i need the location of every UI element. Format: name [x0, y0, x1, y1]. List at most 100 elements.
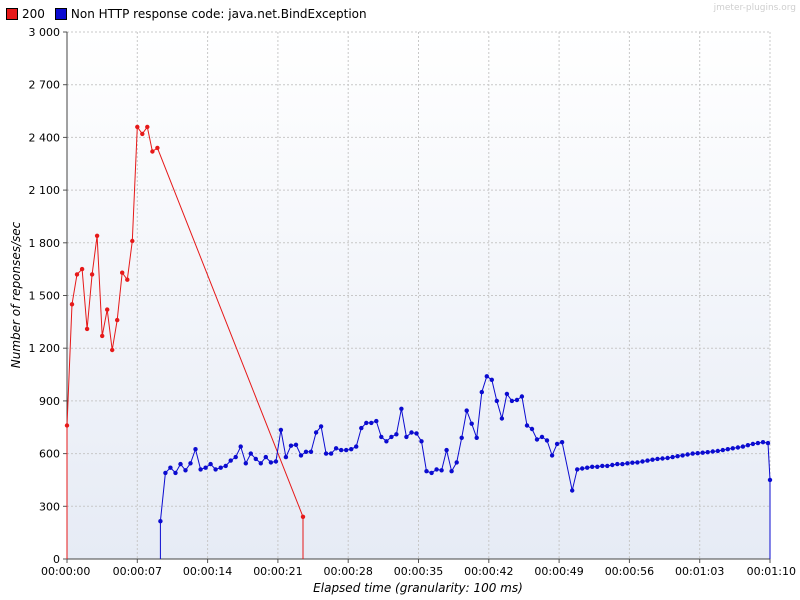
series-200-point: [300, 514, 306, 519]
series-bind-exception-point: [273, 459, 279, 464]
x-tick-labels: 00:00:00 00:00:07 00:00:14 00:00:21 00:00:28…: [41, 565, 796, 578]
x-tick-label: 00:00:42: [464, 565, 513, 578]
x-tick-label: 00:00:28: [323, 565, 372, 578]
series-bind-exception-point: [213, 467, 218, 472]
series-bind-exception-point: [514, 397, 520, 403]
legend-entry-200[interactable]: 200: [6, 7, 45, 21]
series-bind-exception-point: [178, 461, 183, 467]
series-bind-exception-point: [494, 398, 499, 404]
series-bind-exception-point: [333, 446, 339, 451]
x-tick-label: 00:00:49: [534, 565, 583, 578]
series-bind-exception-point: [580, 466, 585, 471]
series-bind-exception-point: [680, 453, 685, 458]
y-tick-label: 300: [39, 500, 60, 513]
series-bind-exception-point: [675, 454, 680, 459]
series-bind-exception-point: [278, 427, 284, 433]
series-bind-exception-point: [233, 454, 238, 460]
series-bind-exception-point: [710, 449, 715, 454]
series-bind-exception-point: [665, 455, 670, 461]
series-bind-exception-point: [449, 469, 454, 474]
series-bind-exception-point: [193, 447, 198, 452]
series-bind-exception-point: [715, 448, 720, 454]
x-axis-title: Elapsed time (granularity: 100 ms): [313, 581, 523, 595]
series-200-point: [74, 272, 80, 277]
series-200-point: [105, 307, 110, 312]
series-bind-exception-point: [168, 465, 173, 470]
series-bind-exception-point: [183, 468, 188, 473]
y-tick-label: 2 100: [29, 184, 61, 197]
series-bind-exception-point: [539, 434, 545, 440]
legend-entry-bind-exception[interactable]: Non HTTP response code: java.net.BindExc…: [54, 7, 367, 21]
series-bind-exception-point: [298, 453, 304, 458]
series-bind-exception-point: [203, 465, 208, 470]
series-200-point: [100, 333, 105, 339]
series-bind-exception-point: [745, 443, 751, 448]
series-bind-exception-point: [303, 449, 309, 454]
series-bind-exception-point: [755, 440, 761, 446]
series-bind-exception-point: [640, 459, 645, 464]
series-bind-exception-point: [750, 441, 756, 447]
y-tick-label: 2 400: [29, 131, 61, 144]
series-bind-exception-point: [484, 374, 489, 379]
series-bind-exception-point: [313, 430, 319, 435]
series-bind-exception-point: [615, 461, 620, 467]
y-tick-label: 2 700: [29, 79, 61, 92]
series-bind-exception-point: [439, 468, 444, 473]
series-bind-exception-point: [544, 438, 550, 443]
series-bind-exception-point: [374, 418, 379, 424]
series-bind-exception-point: [158, 519, 163, 524]
x-tick-label: 00:01:03: [675, 565, 724, 578]
series-bind-exception-point: [173, 470, 178, 476]
series-bind-exception-point: [369, 420, 374, 426]
series-bind-exception-point: [534, 437, 540, 442]
series-bind-exception-point: [223, 463, 228, 469]
series-bind-exception-point: [760, 440, 766, 445]
series-bind-exception-point: [725, 447, 730, 452]
y-axis-title: Number of reponses/sec: [9, 221, 23, 368]
series-bind-exception-point: [600, 463, 605, 469]
y-tick-labels: 0 300 600 900 1 200 1 500 1 800 2 100 2 400 2 700…: [29, 26, 61, 566]
series-200-point: [64, 423, 70, 428]
legend-label-200: 200: [22, 7, 45, 21]
series-bind-exception-point: [575, 467, 580, 472]
series-bind-exception-point: [328, 451, 334, 456]
series-bind-exception-point: [499, 416, 505, 421]
series-bind-exception-point: [208, 461, 213, 467]
series-bind-exception-point: [339, 447, 344, 453]
series-bind-exception-point: [308, 449, 314, 454]
series-bind-exception-point: [695, 451, 700, 456]
series-bind-exception-point: [429, 470, 434, 476]
series-bind-exception-point: [570, 488, 575, 493]
series-bind-exception-point: [605, 463, 610, 469]
series-bind-exception-point: [394, 432, 399, 437]
series-bind-exception-point: [399, 406, 404, 411]
legend-swatch-200: [6, 8, 18, 20]
y-tick-label: 3 000: [29, 26, 61, 39]
series-200-point: [89, 272, 95, 277]
series-200-point: [69, 302, 75, 307]
series-bind-exception-point: [469, 421, 474, 426]
series-bind-exception-point: [288, 443, 294, 448]
series-bind-exception-point: [444, 447, 449, 453]
x-tick-label: 00:00:07: [113, 565, 162, 578]
series-bind-exception-point: [474, 435, 479, 440]
series-bind-exception-point: [248, 451, 253, 456]
series-200-point: [155, 145, 160, 151]
series-bind-exception-point: [243, 461, 248, 466]
series-bind-exception-point: [434, 467, 439, 472]
series-bind-exception-point: [635, 460, 640, 465]
series-bind-exception-point: [765, 440, 771, 446]
series-bind-exception-point: [409, 430, 414, 435]
watermark: jmeter-plugins.org: [713, 3, 796, 13]
series-bind-exception-point: [705, 450, 710, 455]
y-tick-label: 1 200: [29, 342, 61, 355]
series-200-line: [66, 125, 304, 559]
series-bind-exception-point: [559, 440, 565, 445]
legend-swatch-bind-exception: [54, 8, 67, 20]
series-bind-exception-point: [625, 461, 630, 466]
series-bind-exception-point: [323, 451, 329, 456]
series-bind-exception-point: [454, 460, 459, 465]
series-bind-exception-point: [585, 465, 590, 470]
series-bind-exception-point: [198, 467, 203, 472]
